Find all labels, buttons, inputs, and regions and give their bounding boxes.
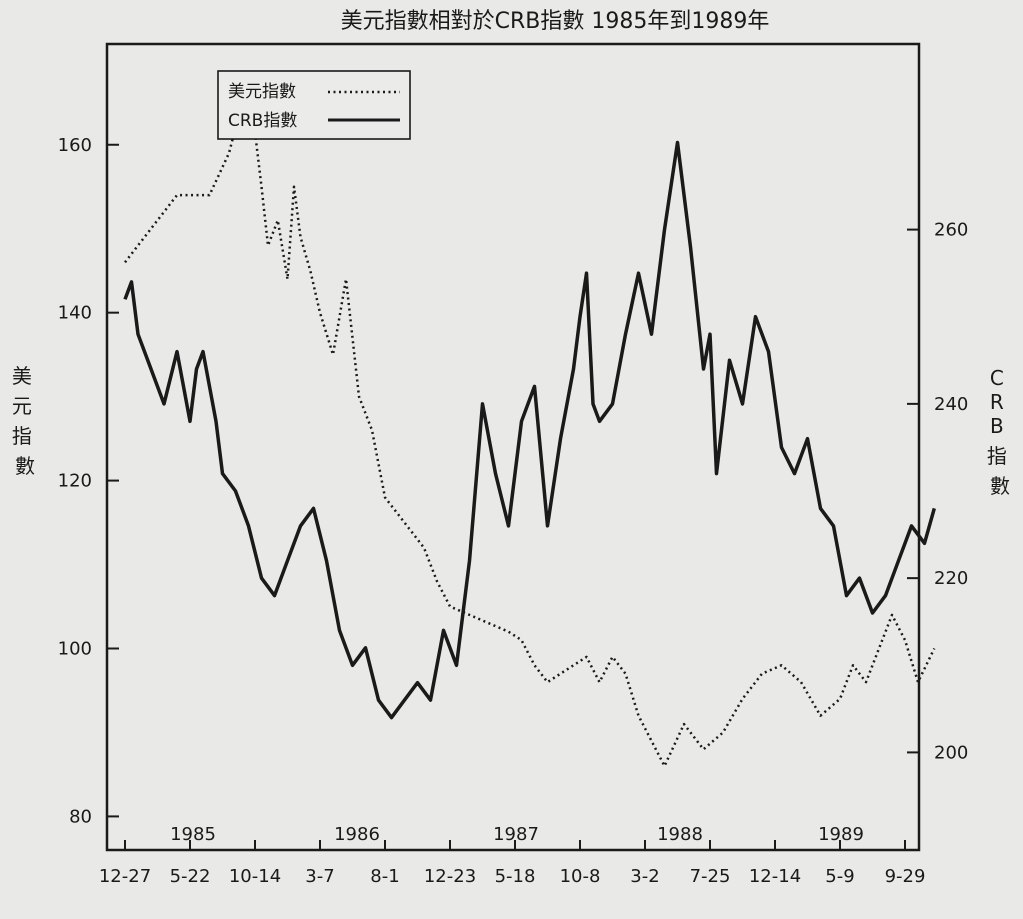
x-tick-label: 12-23 — [424, 866, 476, 887]
left-tick-label: 120 — [58, 471, 92, 492]
right-tick-label: 240 — [934, 394, 968, 415]
x-tick-label: 10-8 — [560, 866, 601, 887]
year-label: 1989 — [818, 824, 864, 845]
legend-label-dollar-index: 美元指數 — [228, 82, 296, 102]
left-axis-label-char: 美 — [12, 364, 32, 388]
year-label: 1988 — [657, 824, 703, 845]
series-line-dollar-index — [124, 76, 936, 768]
right-tick-label: 260 — [934, 220, 968, 241]
x-tick-label: 7-25 — [690, 866, 731, 887]
x-tick-label: 5-18 — [495, 866, 536, 887]
chart-title: 美元指數相對於CRB指數 1985年到1989年 — [341, 9, 770, 34]
right-axis: 200 220 240 260 — [907, 220, 968, 763]
left-axis-label-char: 元 — [12, 394, 32, 418]
left-axis-label-char: 指 — [12, 424, 32, 448]
x-tick-label: 3-7 — [305, 866, 334, 887]
x-tick-label: 5-22 — [170, 866, 211, 887]
right-axis-label-char: R — [990, 390, 1004, 414]
x-tick-label: 3-2 — [630, 866, 659, 887]
right-axis-label-char: B — [990, 414, 1004, 438]
right-axis-label-char: C — [990, 366, 1004, 390]
left-tick-label: 80 — [69, 806, 92, 827]
left-tick-label: 100 — [58, 639, 92, 660]
legend: 美元指數 CRB指數 — [217, 70, 411, 140]
plot-frame — [105, 42, 921, 852]
left-tick-label: 160 — [58, 135, 92, 156]
right-tick-label: 220 — [934, 568, 968, 589]
x-tick-label: 5-9 — [825, 866, 854, 887]
x-axis: 12-27 5-22 10-14 3-7 8-1 12-23 5-18 10-8 3-2 7-25… — [99, 840, 926, 887]
x-tick-label: 12-27 — [99, 866, 151, 887]
right-axis-label-char: 指 — [987, 444, 1007, 468]
year-labels: 1985 1986 1987 1988 1989 — [170, 824, 864, 845]
legend-box — [217, 70, 411, 140]
x-tick-label: 10-14 — [229, 866, 281, 887]
right-tick-label: 200 — [934, 742, 968, 763]
legend-label-crb-index: CRB指數 — [228, 111, 297, 131]
x-tick-label: 9-29 — [885, 866, 926, 887]
left-axis: 80 100 120 140 160 — [58, 135, 119, 827]
year-label: 1987 — [493, 824, 539, 845]
left-tick-label: 140 — [58, 303, 92, 324]
year-label: 1985 — [170, 824, 216, 845]
right-axis-label-char: 數 — [990, 474, 1010, 498]
x-tick-label: 12-14 — [749, 866, 801, 887]
series-line-crb-index — [123, 140, 936, 720]
right-axis-label: C R B 指 數 — [987, 366, 1013, 498]
left-axis-label: 美 元 指 數 — [12, 364, 38, 478]
x-tick-label: 8-1 — [370, 866, 399, 887]
left-axis-label-char: 數 — [15, 454, 35, 478]
year-label: 1986 — [334, 824, 380, 845]
